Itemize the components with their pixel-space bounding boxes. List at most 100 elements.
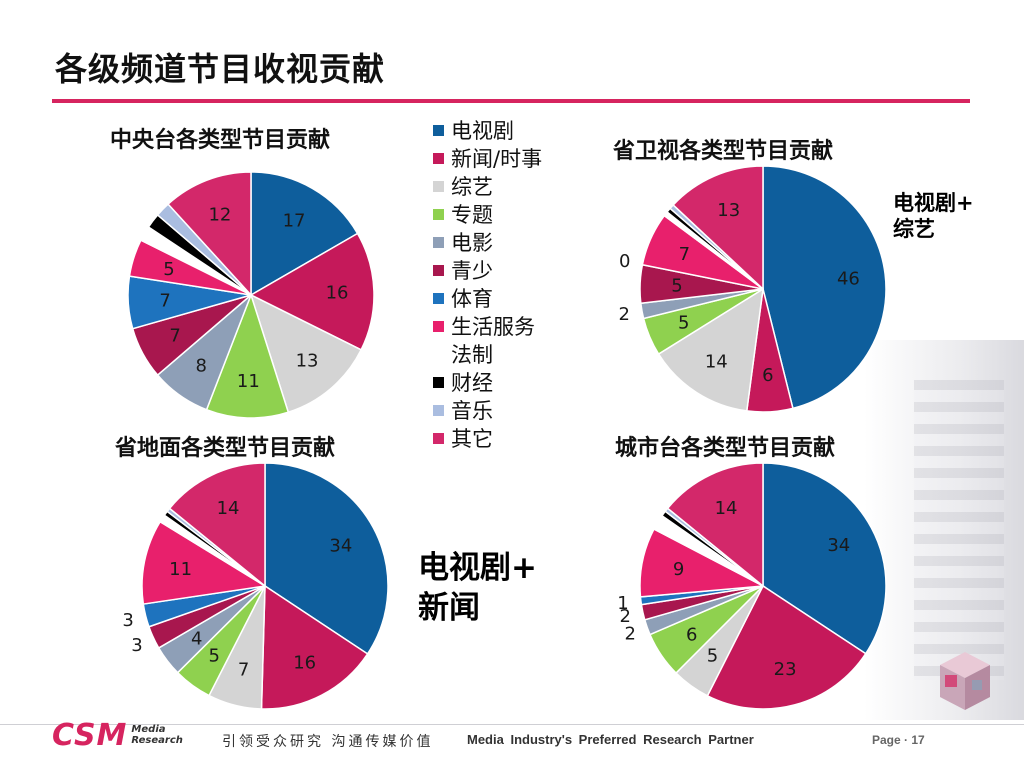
legend-swatch — [433, 404, 444, 416]
legend-item: 音乐 — [433, 396, 542, 424]
slice-value-label: 11 — [169, 559, 192, 580]
slice-value-label: 34 — [827, 535, 850, 556]
legend-label: 专题 — [451, 203, 493, 227]
note-line: 电视剧+ — [418, 550, 537, 586]
pie-slice-新闻/时事 — [260, 584, 369, 710]
slice-value-label: 5 — [707, 646, 718, 667]
legend-swatch — [433, 180, 444, 192]
slice-value-label: 0 — [619, 251, 630, 272]
note-line: 电视剧+ — [893, 191, 974, 215]
slice-value-label: 2 — [619, 304, 630, 325]
pie-slice-综艺 — [249, 293, 363, 414]
legend-swatch — [433, 376, 444, 388]
slice-value-label: 3 — [131, 635, 142, 656]
footer-tagline: Media Industry's Preferred Research Part… — [467, 732, 754, 747]
legend-swatch — [433, 152, 444, 164]
slice-value-label: 7 — [169, 326, 180, 347]
legend-label: 法制 — [451, 343, 493, 367]
slice-value-label: 17 — [283, 210, 306, 231]
slice-value-label: 14 — [705, 351, 728, 372]
legend-label: 音乐 — [451, 399, 493, 423]
chart-title-provincial-satellite: 省卫视各类型节目贡献 — [613, 139, 834, 164]
slice-value-label: 8 — [196, 355, 207, 376]
pie-slice-电视剧 — [250, 171, 359, 297]
slice-value-label: 2 — [620, 606, 631, 627]
slice-value-label: 5 — [678, 313, 689, 334]
slice-value-label: 1 — [617, 593, 628, 614]
legend-label: 青少 — [451, 259, 493, 283]
csm-logo: CSM Media Research — [52, 718, 183, 753]
slice-value-label: 7 — [159, 290, 170, 311]
slice-value-label: 16 — [326, 282, 349, 303]
slice-value-label: 11 — [237, 371, 260, 392]
chart-title-provincial-terrestrial: 省地面各类型节目贡献 — [115, 436, 336, 461]
chart-legend: 电视剧 新闻/时事 综艺 专题 电影 青少 体育 生活服务 法制 财经 音乐 其它 — [433, 116, 542, 452]
page-number: Page · 17 — [872, 733, 925, 747]
pie-slice-其它 — [168, 462, 266, 588]
chart-title-central: 中央台各类型节目贡献 — [110, 128, 331, 153]
pie-slice-其它 — [666, 462, 764, 588]
logo-subtitle: Media Research — [131, 724, 183, 746]
legend-item: 青少 — [433, 256, 542, 284]
slice-value-label: 5 — [208, 646, 219, 667]
legend-item: 新闻/时事 — [433, 144, 542, 172]
pie-slice-电视剧 — [762, 165, 887, 410]
legend-swatch — [433, 432, 444, 444]
legend-label: 其它 — [451, 427, 493, 451]
pie-slice-专题 — [205, 292, 290, 419]
pie-slice-其它 — [672, 165, 764, 291]
legend-item: 专题 — [433, 200, 542, 228]
legend-swatch — [433, 292, 444, 304]
legend-label: 生活服务 — [451, 315, 535, 339]
legend-label: 体育 — [451, 287, 493, 311]
legend-label: 电视剧 — [451, 119, 514, 143]
logo-sub-media: Media — [131, 724, 166, 735]
note-drama-news: 电视剧+ 新闻 — [418, 548, 578, 629]
slice-value-label: 9 — [673, 559, 684, 580]
legend-swatch — [433, 236, 444, 248]
chart-title-city: 城市台各类型节目贡献 — [615, 436, 836, 461]
pie-slice-新闻/时事 — [706, 584, 867, 710]
slice-value-label: 13 — [717, 200, 740, 221]
legend-swatch — [433, 348, 444, 360]
pie-slice-生活服务 — [141, 520, 268, 605]
cube-decoration-icon — [940, 652, 990, 710]
legend-item: 法制 — [433, 340, 542, 368]
legend-swatch — [433, 264, 444, 276]
note-line: 新闻 — [418, 590, 480, 627]
legend-item: 体育 — [433, 284, 542, 312]
pie-slice-其它 — [167, 171, 252, 297]
footer-slogan: 引领受众研究 沟通传媒价值 — [222, 734, 434, 750]
slice-value-label: 4 — [191, 628, 202, 649]
legend-label: 新闻/时事 — [451, 147, 543, 171]
legend-label: 电影 — [451, 231, 493, 255]
slice-value-label: 6 — [686, 624, 697, 645]
legend-swatch — [433, 124, 444, 136]
slice-value-label: 23 — [774, 659, 797, 680]
slice-value-label: 6 — [762, 365, 773, 386]
slice-value-label: 5 — [163, 259, 174, 280]
slice-value-label: 14 — [715, 498, 738, 519]
legend-label: 财经 — [451, 371, 493, 395]
slice-value-label: 34 — [329, 535, 352, 556]
slice-value-label: 14 — [217, 498, 240, 519]
logo-sub-research: Research — [131, 734, 183, 746]
legend-item: 财经 — [433, 368, 542, 396]
title-divider — [52, 99, 970, 103]
slice-value-label: 3 — [122, 610, 133, 631]
note-drama-variety: 电视剧+ 综艺 — [893, 190, 1003, 243]
legend-item: 生活服务 — [433, 312, 542, 340]
legend-swatch — [433, 320, 444, 332]
page-title: 各级频道节目收视贡献 — [55, 50, 386, 88]
background-building-decoration — [914, 380, 1004, 680]
slice-value-label: 12 — [208, 205, 231, 226]
pie-slice-新闻/时事 — [249, 232, 375, 351]
background-decoration — [864, 340, 1024, 720]
legend-swatch — [433, 208, 444, 220]
slice-value-label: 46 — [837, 268, 860, 289]
legend-item: 电视剧 — [433, 116, 542, 144]
slice-value-label: 7 — [679, 244, 690, 265]
pie-chart-provincial-satellite: 46 6 14 5 2 5 0 7 13 — [619, 165, 887, 413]
